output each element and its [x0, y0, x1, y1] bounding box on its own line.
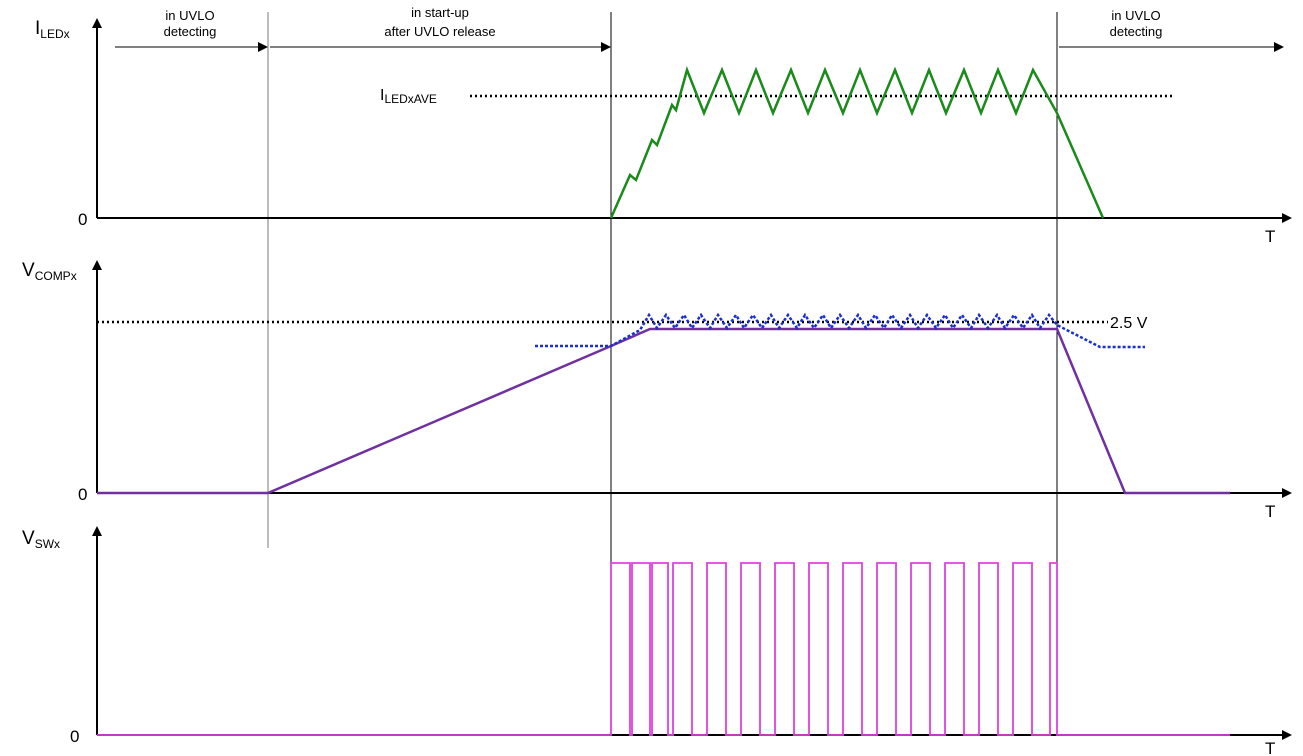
phase-label-uvlo-after-line2: detecting — [1110, 24, 1163, 39]
vsw-panel: VSWx 0 T — [22, 526, 1292, 756]
vcomp-y-axis-label: VCOMPx — [22, 260, 77, 283]
vcomp-zero-label: 0 — [78, 485, 87, 504]
vsw-zero-label: 0 — [70, 727, 79, 746]
vsw-t-label: T — [1265, 739, 1275, 756]
phase-label-uvlo-after-line1: in UVLO — [1111, 8, 1160, 23]
phase-label-uvlo-before-line1: in UVLO — [165, 8, 214, 23]
iled-zero-label: 0 — [78, 210, 87, 229]
phase-label-uvlo-before-line2: detecting — [164, 24, 217, 39]
vcomp-voltage-trace — [97, 327, 1230, 495]
iled-y-axis-label: ILEDx — [35, 18, 70, 41]
vcomp-panel: VCOMPx 0 T 2.5 V — [22, 260, 1292, 521]
iled-t-label: T — [1265, 227, 1275, 246]
vcomp-ripple-trace — [535, 312, 1145, 349]
vcomp-t-label: T — [1265, 502, 1275, 521]
phase-label-startup-line1: in start-up — [411, 5, 469, 20]
vsw-switch-trace — [97, 562, 1230, 736]
iled-average-label: ILEDxAVE — [380, 87, 437, 106]
vcomp-reference-label: 2.5 V — [1110, 315, 1148, 332]
iled-current-trace — [609, 66, 1105, 219]
vsw-y-axis-label: VSWx — [22, 528, 60, 551]
iled-panel: ILEDx 0 T ILEDxAVE — [35, 18, 1292, 246]
phase-label-startup-line2: after UVLO release — [384, 24, 495, 39]
